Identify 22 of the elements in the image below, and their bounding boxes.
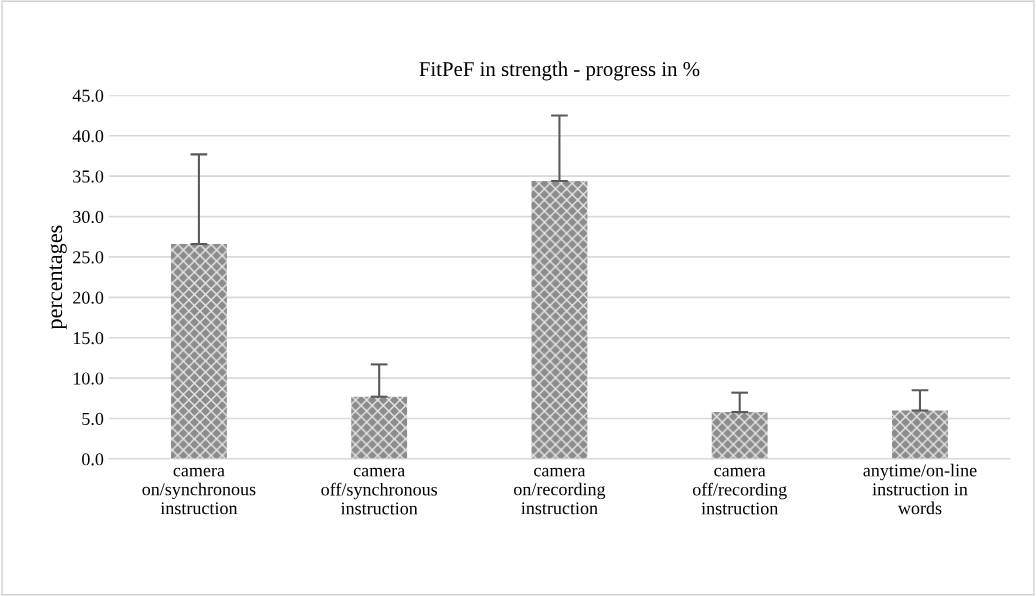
bar bbox=[170, 244, 227, 459]
bar bbox=[351, 396, 408, 459]
x-tick-label: camera off/synchronous instruction bbox=[321, 467, 438, 515]
x-tick-label: camera on/synchronous instruction bbox=[142, 467, 256, 515]
y-tick-label: 40.0 bbox=[72, 130, 104, 143]
chart-title: FitPeF in strength - progress in % bbox=[419, 61, 700, 81]
x-tick-label: camera off/recording instruction bbox=[692, 467, 787, 515]
y-tick-label: 10.0 bbox=[73, 372, 104, 385]
y-tick-label: 30.0 bbox=[73, 210, 104, 224]
y-tick-label: 15.0 bbox=[73, 331, 104, 345]
y-tick-label: 0.0 bbox=[82, 453, 104, 466]
y-tick-label: 20.0 bbox=[73, 291, 104, 304]
y-tick-label: 25.0 bbox=[73, 251, 104, 264]
bar bbox=[531, 181, 588, 459]
x-tick-label: camera on/recording instruction bbox=[514, 467, 606, 515]
x-tick-label: anytime/on-line instruction in words bbox=[863, 463, 977, 515]
bar bbox=[711, 412, 768, 459]
y-axis-title: percentages bbox=[49, 225, 67, 330]
y-tick-label: 35.0 bbox=[73, 170, 104, 183]
y-tick-label: 5.0 bbox=[82, 412, 104, 426]
bar bbox=[892, 410, 948, 459]
y-tick-label: 45.0 bbox=[72, 89, 104, 102]
